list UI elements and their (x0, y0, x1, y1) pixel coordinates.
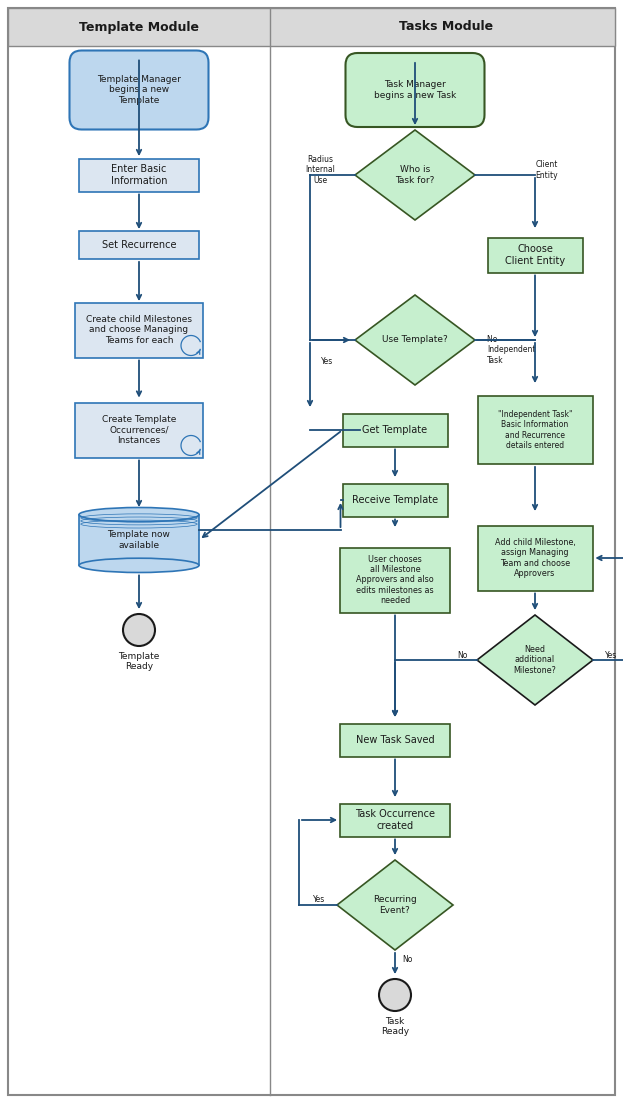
Bar (79, 231, 199, 259)
Text: Task Manager
begins a new Task: Task Manager begins a new Task (374, 81, 456, 99)
Ellipse shape (79, 507, 199, 522)
Text: Template Module: Template Module (79, 21, 199, 33)
Bar (477, 525, 592, 590)
Bar (477, 396, 592, 464)
Bar (8, 8, 615, 46)
FancyBboxPatch shape (70, 51, 209, 129)
Text: Yes: Yes (313, 896, 325, 904)
Text: Task Occurrence
created: Task Occurrence created (355, 810, 435, 831)
Text: Get Template: Get Template (363, 425, 427, 435)
Text: Need
additional
Milestone?: Need additional Milestone? (513, 645, 556, 675)
Text: Tasks Module: Tasks Module (399, 21, 493, 33)
Text: Template
Ready: Template Ready (118, 652, 159, 672)
Text: New Task Saved: New Task Saved (356, 735, 434, 745)
Text: Template Manager
begins a new
Template: Template Manager begins a new Template (97, 75, 181, 105)
Text: Choose
Client Entity: Choose Client Entity (505, 244, 565, 266)
Text: Add child Milestone,
assign Managing
Team and choose
Approvers: Add child Milestone, assign Managing Tea… (495, 538, 576, 578)
Text: "Independent Task"
Basic Information
and Recurrence
details entered: "Independent Task" Basic Information and… (498, 410, 573, 450)
Polygon shape (477, 615, 593, 705)
Bar (343, 483, 447, 516)
Polygon shape (337, 860, 453, 950)
Ellipse shape (79, 558, 199, 572)
Polygon shape (355, 130, 475, 219)
Bar (75, 403, 203, 458)
Text: Template now
available: Template now available (108, 531, 171, 549)
Text: No -
Independent
Task: No - Independent Task (487, 335, 536, 365)
Text: Enter Basic
Information: Enter Basic Information (111, 164, 167, 185)
Text: User chooses
all Milestone
Approvers and also
edits milestones as
needed: User chooses all Milestone Approvers and… (356, 555, 434, 606)
Bar (340, 803, 450, 836)
Bar (75, 302, 203, 357)
FancyBboxPatch shape (346, 53, 485, 127)
Text: Radius
Internal
Use: Radius Internal Use (305, 156, 335, 185)
Text: Use Template?: Use Template? (382, 335, 448, 344)
Text: Yes: Yes (321, 357, 333, 366)
Text: Client
Entity: Client Entity (536, 160, 558, 180)
Text: Set Recurrence: Set Recurrence (102, 240, 176, 250)
Bar (340, 724, 450, 757)
Bar (488, 237, 583, 272)
Bar (340, 547, 450, 612)
Text: Receive Template: Receive Template (352, 495, 438, 505)
Text: Create child Milestones
and choose Managing
Teams for each: Create child Milestones and choose Manag… (86, 315, 192, 345)
Circle shape (123, 614, 155, 646)
Text: Recurring
Event?: Recurring Event? (373, 896, 417, 914)
Bar (343, 414, 447, 447)
Text: Create Template
Occurrences/
Instances: Create Template Occurrences/ Instances (102, 415, 176, 445)
Bar (79, 159, 199, 192)
Text: No: No (402, 955, 412, 964)
Circle shape (379, 979, 411, 1011)
Text: Who is
Task for?: Who is Task for? (396, 165, 435, 184)
Polygon shape (355, 295, 475, 385)
Text: No: No (457, 651, 467, 660)
Text: Yes: Yes (605, 651, 617, 660)
Text: Task
Ready: Task Ready (381, 1017, 409, 1037)
Bar (79, 515, 199, 566)
